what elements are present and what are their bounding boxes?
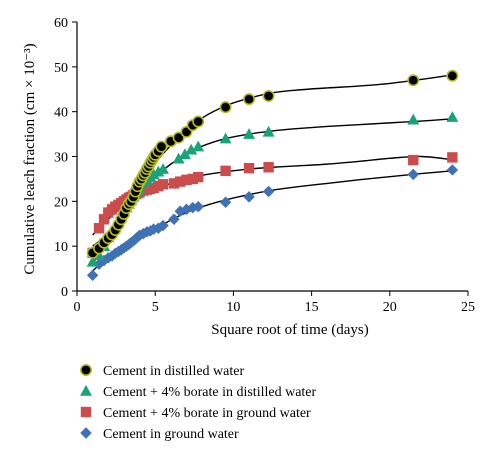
legend-label: Cement in distilled water: [103, 364, 244, 379]
legend-marker-square: [80, 406, 92, 418]
data-point-triangle: [178, 148, 191, 160]
y-tick-label: 50: [54, 61, 68, 76]
legend-marker-diamond: [80, 427, 92, 439]
data-point-square: [175, 176, 186, 187]
data-point-circle: [219, 101, 232, 114]
data-point-diamond: [168, 213, 180, 225]
data-point-diamond: [407, 168, 419, 181]
data-point-diamond: [262, 185, 275, 198]
data-point-diamond: [93, 258, 105, 270]
data-point-circle: [446, 69, 459, 82]
legend-marker-triangle: [80, 385, 92, 396]
y-tick-label: 60: [54, 16, 68, 31]
data-point-circle: [172, 131, 185, 144]
legend-label: Cement in ground water: [103, 427, 239, 442]
data-point-square: [157, 179, 169, 190]
x-tick-label: 20: [383, 300, 397, 315]
data-point-circle: [243, 93, 256, 106]
data-point-triangle: [446, 111, 459, 122]
data-point-square: [168, 178, 180, 189]
legend-label: Cement + 4% borate in ground water: [103, 406, 311, 421]
data-point-triangle: [262, 125, 275, 137]
data-point-circle: [407, 74, 420, 87]
data-point-diamond: [86, 269, 99, 282]
data-point-triangle: [219, 132, 232, 144]
data-point-diamond: [192, 200, 204, 213]
data-point-diamond: [446, 164, 459, 176]
data-point-square: [193, 171, 204, 183]
y-axis-label: Cumulative leach fraction (cm × 10⁻³): [22, 43, 38, 274]
y-tick-label: 40: [54, 106, 68, 121]
data-point-triangle: [243, 128, 256, 139]
axes: [72, 21, 469, 296]
data-point-diamond: [98, 254, 110, 267]
data-point-square: [187, 173, 198, 185]
data-point-square: [243, 162, 255, 174]
data-point-square: [98, 214, 110, 225]
data-point-diamond: [219, 196, 232, 208]
data-point-square: [408, 154, 419, 166]
legend: Cement in distilled water Cement + 4% bor…: [80, 363, 317, 442]
x-axis-label: Square root of time (days): [211, 322, 368, 338]
data-point-triangle: [172, 152, 185, 164]
data-point-square: [263, 162, 274, 173]
x-tick-label: 0: [74, 300, 81, 315]
data-point-diamond: [243, 191, 255, 203]
y-tick-label: 10: [54, 240, 68, 255]
x-tick-label: 10: [226, 300, 240, 315]
data-point-triangle: [86, 255, 99, 267]
data-point-circle: [192, 115, 205, 128]
y-tick-label: 0: [61, 285, 68, 300]
data-points: [86, 69, 459, 282]
data-point-triangle: [192, 140, 205, 152]
x-tick-label: 5: [152, 300, 159, 315]
data-point-square: [181, 174, 192, 186]
y-tick-label: 30: [54, 151, 68, 166]
data-point-square: [93, 223, 105, 234]
data-point-triangle: [185, 143, 198, 155]
data-point-circle: [262, 89, 275, 102]
data-point-square: [220, 165, 231, 177]
x-tick-label: 25: [461, 300, 475, 315]
data-point-diamond: [157, 219, 169, 232]
data-point-circle: [155, 140, 168, 153]
legend-marker-circle: [80, 363, 93, 376]
y-tick-label: 20: [54, 195, 68, 210]
legend-label: Cement + 4% borate in distilled water: [103, 385, 317, 400]
data-point-square: [447, 152, 458, 163]
data-point-triangle: [157, 163, 169, 174]
tick-labels: 0 5 10 15 20 25 0 10 20 30 40 50 60: [54, 16, 475, 315]
data-point-triangle: [407, 113, 420, 125]
x-tick-label: 15: [305, 300, 319, 315]
